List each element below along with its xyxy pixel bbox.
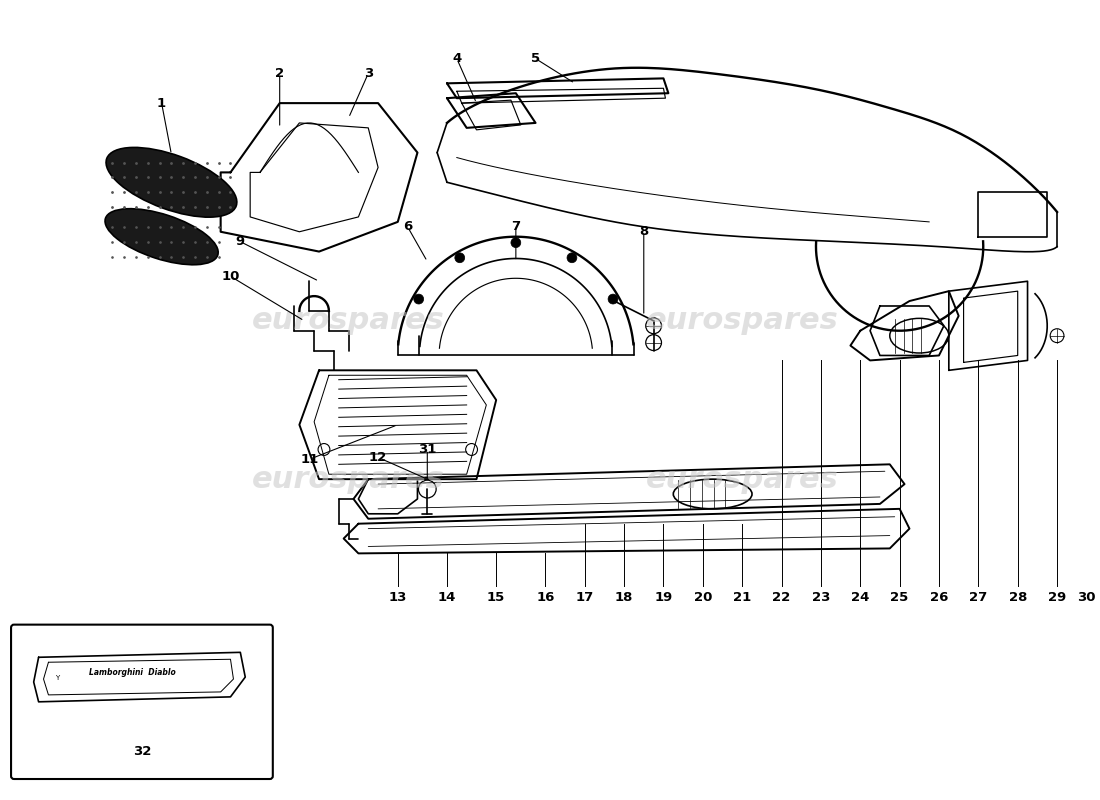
Text: 9: 9 bbox=[235, 235, 245, 248]
Text: eurospares: eurospares bbox=[646, 306, 838, 335]
Text: 15: 15 bbox=[487, 591, 505, 605]
Text: 19: 19 bbox=[654, 591, 672, 605]
Circle shape bbox=[566, 253, 576, 262]
Text: eurospares: eurospares bbox=[646, 465, 838, 494]
Circle shape bbox=[608, 294, 618, 304]
Text: Lamborghini  Diablo: Lamborghini Diablo bbox=[89, 668, 176, 677]
Text: 29: 29 bbox=[1048, 591, 1066, 605]
Text: 6: 6 bbox=[403, 220, 412, 234]
Ellipse shape bbox=[106, 147, 236, 217]
Text: 28: 28 bbox=[1009, 591, 1027, 605]
Text: 30: 30 bbox=[1077, 591, 1096, 605]
Text: 32: 32 bbox=[133, 745, 151, 758]
Ellipse shape bbox=[104, 209, 218, 265]
Text: 17: 17 bbox=[575, 591, 594, 605]
Text: 10: 10 bbox=[221, 270, 240, 283]
Text: $\Upsilon$: $\Upsilon$ bbox=[55, 673, 62, 682]
Text: 27: 27 bbox=[969, 591, 988, 605]
Text: 12: 12 bbox=[368, 451, 387, 464]
Circle shape bbox=[454, 253, 464, 262]
Circle shape bbox=[414, 294, 424, 304]
Circle shape bbox=[510, 238, 520, 248]
Text: 7: 7 bbox=[512, 220, 520, 234]
Text: 3: 3 bbox=[364, 67, 373, 80]
Text: 25: 25 bbox=[891, 591, 909, 605]
Text: 16: 16 bbox=[536, 591, 554, 605]
Text: 8: 8 bbox=[639, 226, 648, 238]
Text: 1: 1 bbox=[157, 97, 166, 110]
Text: 5: 5 bbox=[531, 52, 540, 65]
Text: 23: 23 bbox=[812, 591, 830, 605]
Text: 2: 2 bbox=[275, 67, 284, 80]
Text: 21: 21 bbox=[733, 591, 751, 605]
Text: 20: 20 bbox=[694, 591, 712, 605]
Text: 11: 11 bbox=[300, 453, 318, 466]
Text: 26: 26 bbox=[930, 591, 948, 605]
Text: 4: 4 bbox=[452, 52, 461, 65]
Text: 31: 31 bbox=[418, 443, 437, 456]
Text: 18: 18 bbox=[615, 591, 634, 605]
Text: 24: 24 bbox=[851, 591, 869, 605]
Text: 13: 13 bbox=[388, 591, 407, 605]
Text: eurospares: eurospares bbox=[252, 465, 444, 494]
Text: eurospares: eurospares bbox=[252, 306, 444, 335]
Text: 14: 14 bbox=[438, 591, 456, 605]
Text: 22: 22 bbox=[772, 591, 791, 605]
